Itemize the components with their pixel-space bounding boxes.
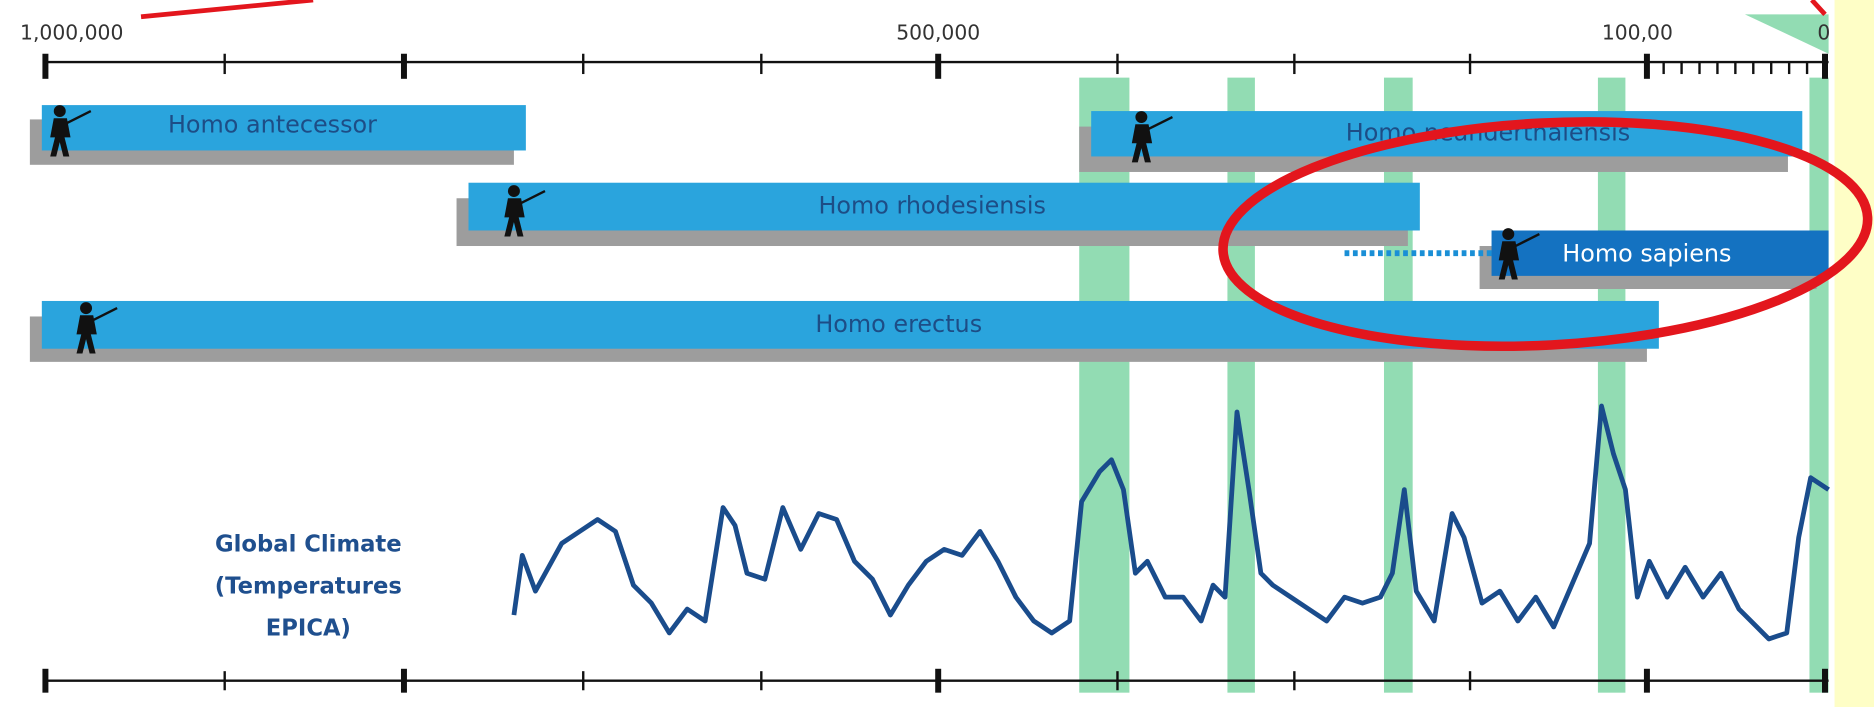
species-label: Homo antecessor <box>168 110 377 138</box>
species-label: Homo sapiens <box>1562 239 1731 267</box>
species-bar <box>41 105 526 151</box>
species-bar <box>1491 230 1829 276</box>
bottom-axis <box>42 668 1829 693</box>
highlight-ellipse <box>1218 117 1873 352</box>
climate-label: EPICA) <box>266 615 351 641</box>
axis-label: 500,000 <box>896 20 980 44</box>
side-strip <box>1834 0 1874 707</box>
species-label: Homo erectus <box>815 310 982 338</box>
climate-curve <box>511 403 1830 642</box>
top-axis <box>42 53 1829 79</box>
warm-bands <box>1079 14 1829 693</box>
pointer-line <box>140 0 314 20</box>
species-label: Homo rhodesiensis <box>818 192 1045 220</box>
pointer-line <box>1810 0 1827 16</box>
climate-label: Global Climate <box>215 532 402 558</box>
climate-label: (Temperatures <box>215 574 402 600</box>
axis-label: 100,00 <box>1602 20 1673 44</box>
axis-label: 0 <box>1817 20 1830 44</box>
axis-label: 1,000,000 <box>20 20 123 44</box>
